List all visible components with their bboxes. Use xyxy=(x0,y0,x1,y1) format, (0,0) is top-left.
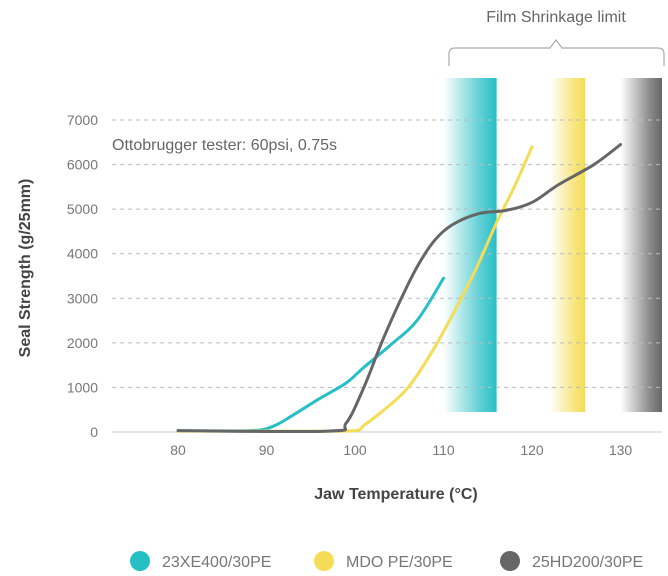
y-axis-ticks: 0 1000 2000 3000 4000 5000 6000 7000 xyxy=(67,112,98,440)
y-tick-label: 7000 xyxy=(67,112,98,128)
x-axis-ticks: 80 90 100 110 120 130 xyxy=(170,442,632,458)
x-tick-label: 90 xyxy=(259,442,275,458)
series-curves xyxy=(176,143,622,434)
x-tick-label: 130 xyxy=(609,442,633,458)
x-tick-label: 120 xyxy=(520,442,544,458)
tester-annotation: Ottobrugger tester: 60psi, 0.75s xyxy=(112,137,337,154)
series-line xyxy=(176,143,622,434)
legend-label: 25HD200/30PE xyxy=(532,554,643,571)
y-tick-label: 3000 xyxy=(67,290,98,306)
film-shrinkage-limit-label: Film Shrinkage limit xyxy=(486,9,626,26)
legend-swatch xyxy=(130,551,150,571)
x-axis-title: Jaw Temperature (°C) xyxy=(314,486,477,503)
x-tick-label: 80 xyxy=(170,442,186,458)
shrink-band xyxy=(549,78,586,412)
legend-swatch xyxy=(500,551,520,571)
y-tick-label: 5000 xyxy=(67,201,98,217)
y-tick-label: 4000 xyxy=(67,246,98,262)
shrink-bands xyxy=(443,78,662,412)
shrink-band xyxy=(443,78,497,412)
film-shrinkage-limit-bracket xyxy=(448,39,665,66)
legend: 23XE400/30PE MDO PE/30PE 25HD200/30PE xyxy=(130,551,643,571)
y-tick-label: 1000 xyxy=(67,379,98,395)
y-tick-label: 2000 xyxy=(67,335,98,351)
y-tick-label: 0 xyxy=(90,424,98,440)
y-tick-label: 6000 xyxy=(67,157,98,173)
legend-swatch xyxy=(314,551,334,571)
gridlines xyxy=(112,119,662,388)
y-axis-title: Seal Strength (g/25mm) xyxy=(17,179,34,358)
bracket-line xyxy=(448,39,665,66)
legend-label: 23XE400/30PE xyxy=(162,554,271,571)
x-tick-label: 110 xyxy=(432,442,455,458)
series-line xyxy=(176,276,445,433)
shrink-band xyxy=(620,78,662,412)
legend-label: MDO PE/30PE xyxy=(346,554,453,571)
x-tick-label: 100 xyxy=(343,442,367,458)
